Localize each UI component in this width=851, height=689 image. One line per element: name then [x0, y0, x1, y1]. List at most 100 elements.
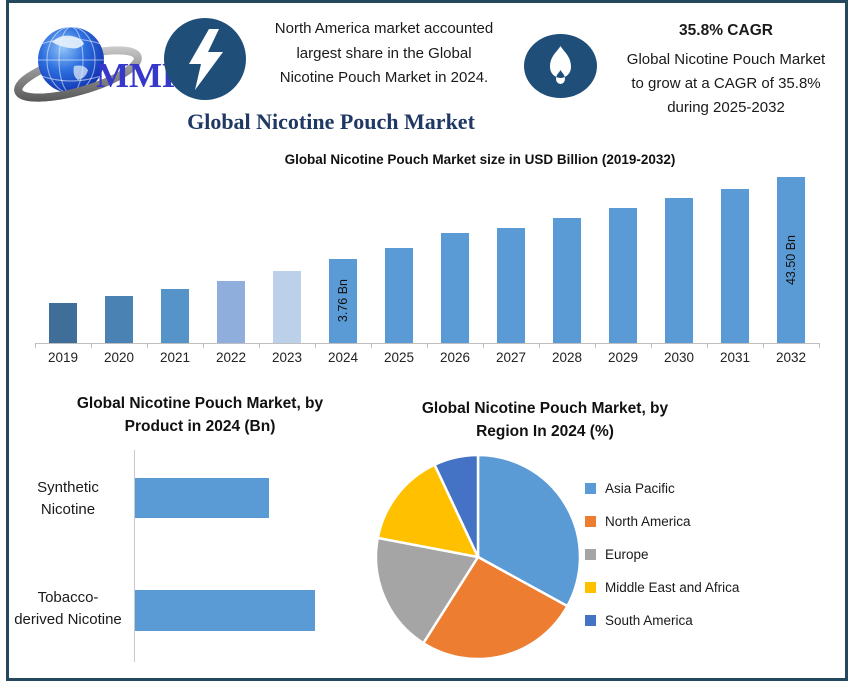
bar-2028 — [553, 218, 581, 343]
bar-2019 — [49, 303, 77, 343]
product-category-label-line: Tobacco- — [37, 589, 99, 606]
bar-2027 — [497, 228, 525, 343]
product-category-label-line: derived Nicotine — [14, 611, 122, 628]
pie-slice-north-america — [421, 555, 570, 661]
bar-value-label: 43.50 Bn — [784, 234, 798, 286]
bar-2030 — [665, 198, 693, 343]
highlight-line: Nicotine Pouch Market in 2024. — [279, 69, 489, 86]
legend-item: Middle East and Africa — [585, 577, 739, 598]
bar-2022 — [217, 281, 245, 343]
pie-slice-middle-east-and-africa — [376, 463, 481, 559]
bar-synthetic-nicotine — [135, 478, 269, 518]
region-legend: Asia Pacific North America Europe Middle Ea… — [585, 478, 739, 643]
legend-marker-icon — [585, 582, 596, 593]
bar-2025 — [385, 248, 413, 343]
legend-item: Asia Pacific — [585, 478, 739, 499]
bar-slot — [147, 177, 203, 343]
pie-slice-europe — [374, 536, 481, 645]
cagr-block: 35.8% CAGR Global Nicotine Pouch Market … — [606, 22, 846, 120]
flame-icon — [524, 34, 597, 98]
bar-slot — [595, 177, 651, 343]
legend-marker-icon — [585, 483, 596, 494]
bar-2023 — [273, 271, 301, 343]
cagr-line: during 2025-2032 — [667, 99, 785, 116]
bar-slot — [371, 177, 427, 343]
legend-label: Asia Pacific — [605, 481, 675, 496]
cagr-headline: 35.8% CAGR — [679, 22, 773, 39]
product-chart-title: Global Nicotine Pouch Market, by Product… — [52, 392, 348, 438]
cagr-line: Global Nicotine Pouch Market — [626, 51, 826, 68]
x-axis-label: 2028 — [551, 350, 583, 365]
product-category-label-line: Nicotine — [40, 501, 96, 518]
region-pie-chart — [374, 453, 582, 661]
legend-item: North America — [585, 511, 739, 532]
market-size-xlabels: 2019 2020 2021 2022 2023 2024 2025 2026 2027 2028… — [35, 350, 819, 365]
globe-icon — [38, 26, 104, 94]
mmr-logo: MMR — [12, 16, 187, 104]
legend-label: South America — [605, 613, 693, 628]
product-chart-title-line: Product in 2024 (Bn) — [124, 418, 276, 435]
x-axis-label: 2024 — [327, 350, 359, 365]
orbit-swoosh-front — [14, 46, 142, 102]
bar-slot — [35, 177, 91, 343]
legend-label: Middle East and Africa — [605, 580, 740, 595]
product-category-label: Tobacco-derived Nicotine — [8, 587, 128, 631]
pie-slice-south-america — [432, 453, 480, 558]
bar-2024: 3.76 Bn — [329, 259, 357, 343]
bar-slot — [707, 177, 763, 343]
page-title: Global Nicotine Pouch Market — [187, 109, 475, 134]
x-axis-label: 2029 — [607, 350, 639, 365]
bar-2026 — [441, 233, 469, 343]
x-axis-label: 2019 — [47, 350, 79, 365]
bar-2021 — [161, 289, 189, 343]
market-size-chart-title: Global Nicotine Pouch Market size in USD… — [284, 152, 676, 167]
bar-slot — [203, 177, 259, 343]
legend-marker-icon — [585, 615, 596, 626]
bar-slot: 43.50 Bn — [763, 177, 819, 343]
legend-marker-icon — [585, 516, 596, 527]
bar-value-label: 3.76 Bn — [336, 279, 350, 323]
x-axis-label: 2027 — [495, 350, 527, 365]
bar-slot — [427, 177, 483, 343]
legend-item: Europe — [585, 544, 739, 565]
product-category-label-line: Synthetic — [37, 479, 99, 496]
bar-slot — [483, 177, 539, 343]
bar-slot: 3.76 Bn — [315, 177, 371, 343]
bar-slot — [259, 177, 315, 343]
bar-2020 — [105, 296, 133, 343]
x-axis-label: 2022 — [215, 350, 247, 365]
region-chart-title-line: Region In 2024 (%) — [476, 423, 614, 440]
legend-item: South America — [585, 610, 739, 631]
bar-slot — [651, 177, 707, 343]
globe-logo-graphic — [14, 26, 142, 102]
x-axis-label: 2031 — [719, 350, 751, 365]
cagr-line: to grow at a CAGR of 35.8% — [631, 75, 821, 92]
x-axis-line — [35, 343, 820, 344]
x-axis-label: 2026 — [439, 350, 471, 365]
x-axis-label: 2032 — [775, 350, 807, 365]
x-axis-label: 2030 — [663, 350, 695, 365]
lightning-icon — [163, 17, 247, 101]
bar-2032: 43.50 Bn — [777, 177, 805, 343]
x-axis-label: 2025 — [383, 350, 415, 365]
bar-slot — [91, 177, 147, 343]
bar-2029 — [609, 208, 637, 343]
legend-label: Europe — [605, 547, 649, 562]
legend-label: North America — [605, 514, 691, 529]
x-axis-label: 2023 — [271, 350, 303, 365]
market-size-bars: 3.76 Bn 43.50 Bn — [35, 177, 819, 343]
product-category-axis — [134, 450, 135, 662]
highlight-line: largest share in the Global — [296, 44, 472, 62]
bar-2031 — [721, 189, 749, 343]
region-chart-title-line: Global Nicotine Pouch Market, by — [421, 400, 669, 417]
product-category-label: Synthetic Nicotine — [8, 477, 128, 521]
x-axis-ticks — [35, 344, 820, 348]
highlight-text: North America market accounted largest s… — [250, 17, 518, 91]
x-axis-label: 2020 — [103, 350, 135, 365]
legend-marker-icon — [585, 549, 596, 560]
highlight-line: North America market accounted — [274, 20, 494, 37]
x-axis-label: 2021 — [159, 350, 191, 365]
pie-slice-asia-pacific — [476, 453, 582, 608]
bar-tobacco-derived-nicotine — [135, 590, 315, 631]
